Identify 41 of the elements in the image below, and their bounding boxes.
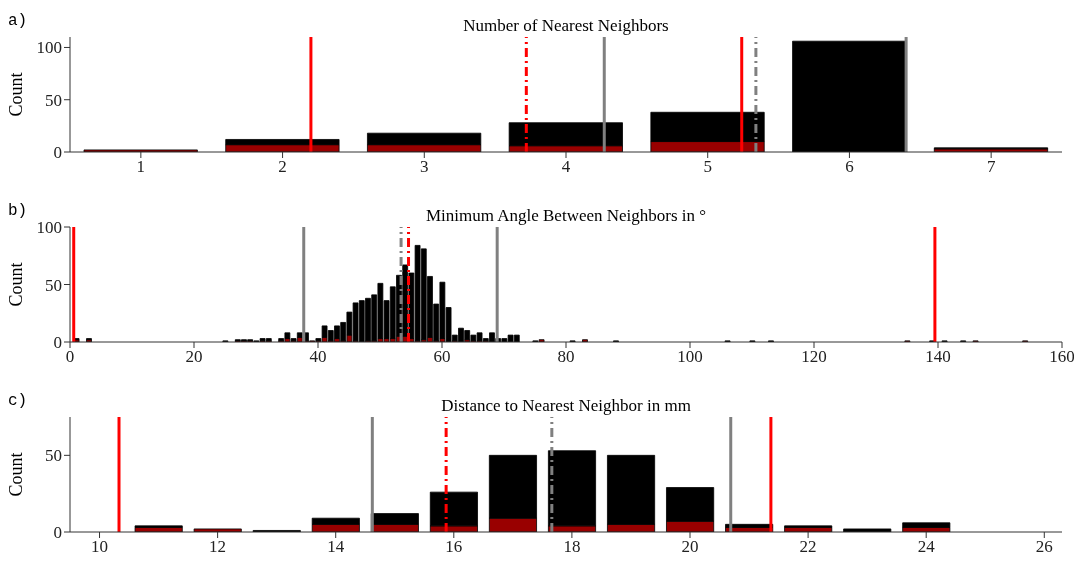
y-axis-title: Count (6, 72, 27, 117)
y-axis-title: Count (6, 262, 27, 307)
x-tick-label: 14 (327, 537, 345, 557)
x-tick-label: 100 (677, 347, 703, 367)
y-tick-label: 50 (45, 275, 62, 295)
text: a) (8, 12, 28, 30)
x-tick-label: 20 (185, 347, 203, 367)
x-tick-label: 4 (561, 157, 571, 177)
x-tick-label: 22 (799, 537, 817, 557)
y-tick-label: 100 (36, 218, 62, 238)
x-tick-label: 10 (91, 537, 109, 557)
x-tick-label: 140 (925, 347, 951, 367)
x-tick-label: 80 (557, 347, 575, 367)
x-tick-label: 7 (986, 157, 996, 177)
y-tick-label: 0 (53, 523, 62, 543)
text: c) (8, 392, 28, 410)
x-tick-label: 26 (1035, 537, 1053, 557)
chart-title: Distance to Nearest Neighbor in mm (440, 396, 692, 416)
x-tick-label: 120 (801, 347, 827, 367)
x-tick-label: 12 (209, 537, 227, 557)
x-tick-label: 160 (1049, 347, 1075, 367)
x-tick-label: 16 (445, 537, 463, 557)
chart-title: Minimum Angle Between Neighbors in ° (424, 206, 708, 226)
y-axis-title: Count (6, 452, 27, 497)
x-tick-label: 2 (278, 157, 287, 177)
x-tick-label: 6 (845, 157, 854, 177)
x-tick-label: 40 (309, 347, 327, 367)
y-tick-label: 50 (45, 446, 62, 466)
x-tick-label: 5 (703, 157, 712, 177)
x-tick-label: 60 (433, 347, 451, 367)
x-tick-label: 20 (681, 537, 699, 557)
y-tick-label: 50 (45, 90, 62, 110)
x-tick-label: 3 (420, 157, 429, 177)
x-tick-label: 1 (136, 157, 146, 177)
chart-title: Number of Nearest Neighbors (462, 16, 670, 36)
y-tick-label: 100 (36, 38, 62, 58)
x-tick-label: 24 (917, 537, 936, 557)
x-tick-label: 18 (563, 537, 581, 557)
y-tick-label: 0 (53, 143, 62, 163)
y-tick-label: 0 (53, 333, 62, 353)
text: b) (8, 202, 28, 220)
